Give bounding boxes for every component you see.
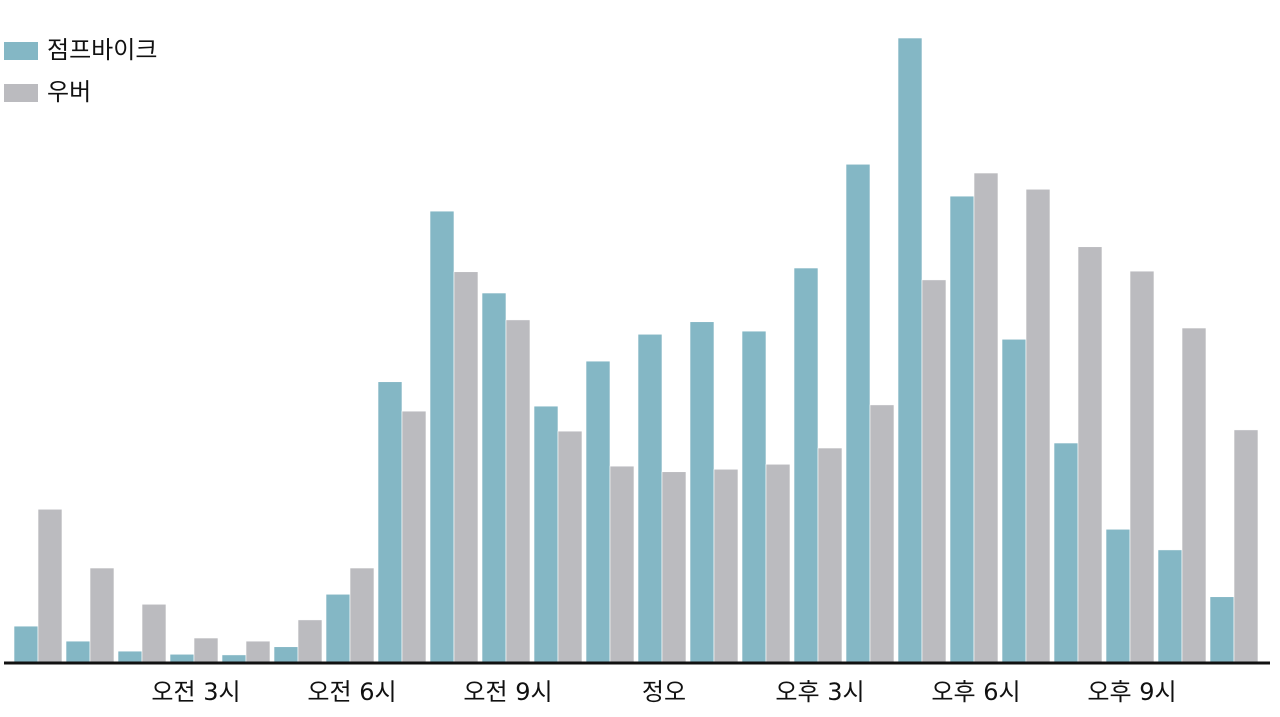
- x-tick-label: 오전 6시: [307, 678, 396, 706]
- bar: [585, 360, 611, 664]
- bar: [273, 646, 299, 664]
- bar: [845, 163, 871, 664]
- bar: [1053, 442, 1079, 664]
- bar: [37, 508, 63, 664]
- bar: [713, 468, 739, 664]
- bar: [793, 267, 819, 664]
- bar: [741, 330, 767, 664]
- bar: [1129, 270, 1155, 664]
- bar: [245, 640, 271, 664]
- bar: [765, 463, 791, 664]
- bar: [193, 637, 219, 664]
- bar: [325, 593, 351, 664]
- bar: [117, 650, 143, 664]
- legend-label: 우버: [47, 78, 91, 106]
- bar: [401, 410, 427, 664]
- bar: [349, 567, 375, 664]
- bar: [141, 603, 167, 664]
- bar: [557, 430, 583, 664]
- bar: [817, 447, 843, 664]
- x-tick-label: 오후 9시: [1087, 678, 1176, 706]
- bar: [1209, 596, 1235, 664]
- bar: [637, 333, 663, 664]
- bar: [429, 210, 455, 664]
- bar: [297, 619, 323, 664]
- bar: [1001, 338, 1027, 664]
- bar: [1105, 528, 1131, 664]
- bar: [1077, 246, 1103, 664]
- x-tick-label: 오후 3시: [775, 678, 864, 706]
- bar: [13, 625, 39, 664]
- bar: [65, 640, 91, 664]
- x-tick-label: 오전 3시: [151, 678, 240, 706]
- x-tick-label: 오전 9시: [463, 678, 552, 706]
- legend-swatch: [4, 84, 38, 102]
- bar: [533, 405, 559, 664]
- x-tick-label: 정오: [642, 678, 686, 706]
- bar: [377, 381, 403, 664]
- bar: [1157, 549, 1183, 664]
- x-tick-label: 오후 6시: [931, 678, 1020, 706]
- legend-swatch: [4, 42, 38, 60]
- bar: [661, 471, 687, 664]
- bar: [921, 279, 947, 664]
- bar: [1233, 429, 1259, 664]
- bar: [609, 465, 635, 664]
- bar: [453, 271, 479, 664]
- legend-label: 점프바이크: [47, 36, 157, 64]
- bar: [973, 172, 999, 664]
- bar: [505, 319, 531, 664]
- bar: [689, 321, 715, 664]
- bar: [1181, 327, 1207, 664]
- bar: [1025, 188, 1051, 664]
- bar: [949, 195, 975, 664]
- bar: [481, 292, 507, 664]
- bar: [89, 567, 115, 664]
- bar: [897, 37, 923, 664]
- bar: [869, 404, 895, 664]
